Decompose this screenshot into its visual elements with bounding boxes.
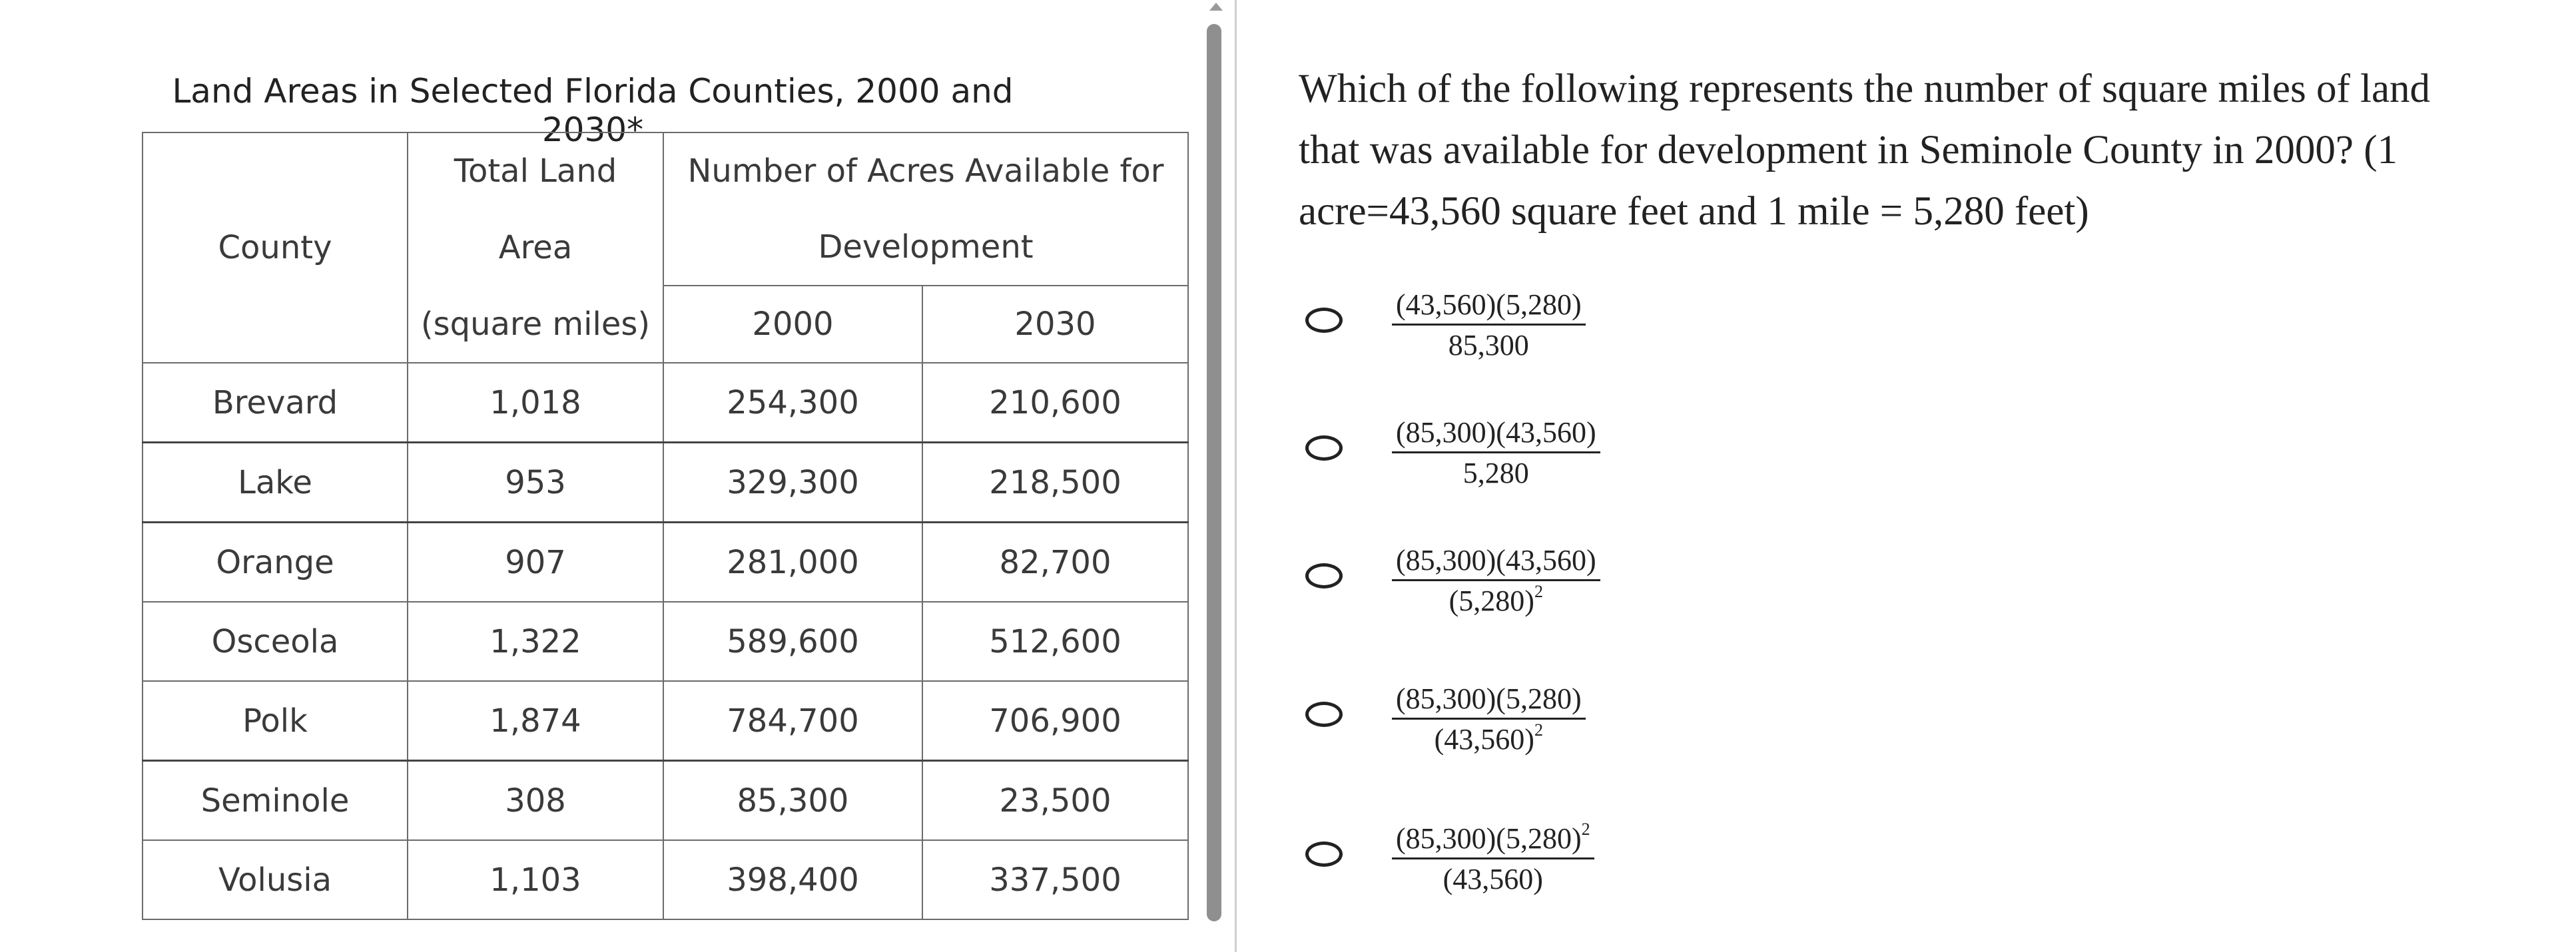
- cell-county: Lake: [142, 441, 408, 523]
- fraction-numerator: (43,560)(5,280): [1396, 288, 1582, 321]
- pane-divider: [1235, 0, 1237, 952]
- fraction-denominator: (43,560): [1443, 863, 1543, 895]
- cell-county: Seminole: [142, 760, 408, 841]
- table-title: Land Areas in Selected Florida Counties,…: [172, 72, 1014, 149]
- cell-area: 907: [407, 521, 664, 602]
- choice-fraction: (85,300)(5,280)2 (43,560): [1392, 820, 1594, 899]
- table-row: Lake 953 329,300 218,500: [142, 441, 1189, 523]
- radio-button[interactable]: [1305, 563, 1343, 589]
- fraction-bar: [1392, 324, 1586, 326]
- cell-2000: 589,600: [663, 601, 923, 682]
- fraction-bar: [1392, 579, 1600, 581]
- choice-fraction: (85,300)(43,560) 5,280: [1392, 414, 1600, 493]
- header-year-2030: 2030: [921, 285, 1189, 363]
- scroll-up-arrow-icon[interactable]: [1209, 3, 1223, 11]
- fraction-denominator: (43,560): [1434, 723, 1534, 756]
- denominator-exponent: 2: [1534, 582, 1543, 601]
- cell-area: 1,874: [407, 680, 664, 762]
- cell-2000: 398,400: [663, 839, 923, 920]
- radio-button[interactable]: [1305, 435, 1343, 461]
- choice-fraction: (85,300)(43,560) (5,280)2: [1392, 542, 1600, 621]
- fraction-numerator: (85,300)(5,280): [1396, 822, 1582, 855]
- denominator-exponent: 2: [1534, 720, 1543, 740]
- scrollbar-thumb[interactable]: [1207, 24, 1221, 921]
- cell-2000: 784,700: [663, 680, 923, 762]
- radio-button[interactable]: [1305, 702, 1343, 727]
- answer-choice-3[interactable]: (85,300)(43,560) (5,280)2: [1299, 542, 1765, 648]
- table-row: Orange 907 281,000 82,700: [142, 521, 1189, 602]
- fraction-bar: [1392, 718, 1586, 720]
- fraction-denominator: 5,280: [1462, 457, 1529, 489]
- question-text: Which of the following represents the nu…: [1299, 67, 2431, 234]
- choice-fraction: (43,560)(5,280) 85,300: [1392, 286, 1586, 365]
- fraction-bar: [1392, 451, 1600, 453]
- cell-2030: 218,500: [921, 441, 1189, 523]
- table-row: Seminole 308 85,300 23,500: [142, 760, 1189, 841]
- radio-button[interactable]: [1305, 841, 1343, 867]
- fraction-numerator: (85,300)(43,560): [1396, 544, 1596, 577]
- answer-choice-2[interactable]: (85,300)(43,560) 5,280: [1299, 414, 1765, 521]
- cell-2000: 281,000: [663, 521, 923, 602]
- answer-choice-1[interactable]: (43,560)(5,280) 85,300: [1299, 286, 1765, 393]
- answer-choice-5[interactable]: (85,300)(5,280)2 (43,560): [1299, 820, 1765, 927]
- header-land-line1: Total Land: [407, 132, 664, 209]
- cell-2030: 512,600: [921, 601, 1189, 682]
- fraction-numerator: (85,300)(43,560): [1396, 416, 1596, 449]
- cell-area: 1,103: [407, 839, 664, 920]
- table-row: Osceola 1,322 589,600 512,600: [142, 601, 1189, 682]
- cell-2030: 337,500: [921, 839, 1189, 920]
- header-year-2000: 2000: [663, 285, 923, 363]
- cell-county: Brevard: [142, 362, 408, 443]
- cell-county: Volusia: [142, 839, 408, 920]
- cell-2030: 82,700: [921, 521, 1189, 602]
- header-land-line2: Area: [407, 209, 664, 286]
- cell-2030: 23,500: [921, 760, 1189, 841]
- numerator-exponent: 2: [1581, 820, 1590, 839]
- cell-2030: 210,600: [921, 362, 1189, 443]
- question-pane: Which of the following represents the nu…: [1299, 0, 2551, 952]
- cell-area: 1,322: [407, 601, 664, 682]
- fraction-numerator: (85,300)(5,280): [1396, 682, 1582, 715]
- answer-choice-4[interactable]: (85,300)(5,280) (43,560)2: [1299, 680, 1765, 787]
- header-acres-line1: Number of Acres Available for: [662, 132, 1189, 209]
- fraction-denominator: 85,300: [1448, 329, 1529, 361]
- cell-county: Polk: [142, 680, 408, 762]
- cell-area: 308: [407, 760, 664, 841]
- cell-county: Osceola: [142, 601, 408, 682]
- cell-area: 1,018: [407, 362, 664, 443]
- table-row: Brevard 1,018 254,300 210,600: [142, 362, 1189, 443]
- cell-2000: 85,300: [663, 760, 923, 841]
- choice-fraction: (85,300)(5,280) (43,560)2: [1392, 680, 1586, 760]
- table-pane: Land Areas in Selected Florida Counties,…: [0, 0, 1225, 952]
- fraction-bar: [1392, 857, 1594, 859]
- fraction-denominator: (5,280): [1449, 585, 1534, 617]
- cell-county: Orange: [142, 521, 408, 602]
- table-row: Volusia 1,103 398,400 337,500: [142, 839, 1189, 920]
- cell-2030: 706,900: [921, 680, 1189, 762]
- header-county: County: [142, 132, 408, 363]
- land-areas-table: County Total Land Number of Acres Availa…: [142, 132, 1189, 920]
- radio-button[interactable]: [1305, 308, 1343, 333]
- table-row: Polk 1,874 784,700 706,900: [142, 680, 1189, 762]
- header-acres-line2: Development: [662, 209, 1189, 286]
- cell-2000: 254,300: [663, 362, 923, 443]
- cell-area: 953: [407, 441, 664, 523]
- cell-2000: 329,300: [663, 441, 923, 523]
- header-land-line3: (square miles): [407, 286, 664, 363]
